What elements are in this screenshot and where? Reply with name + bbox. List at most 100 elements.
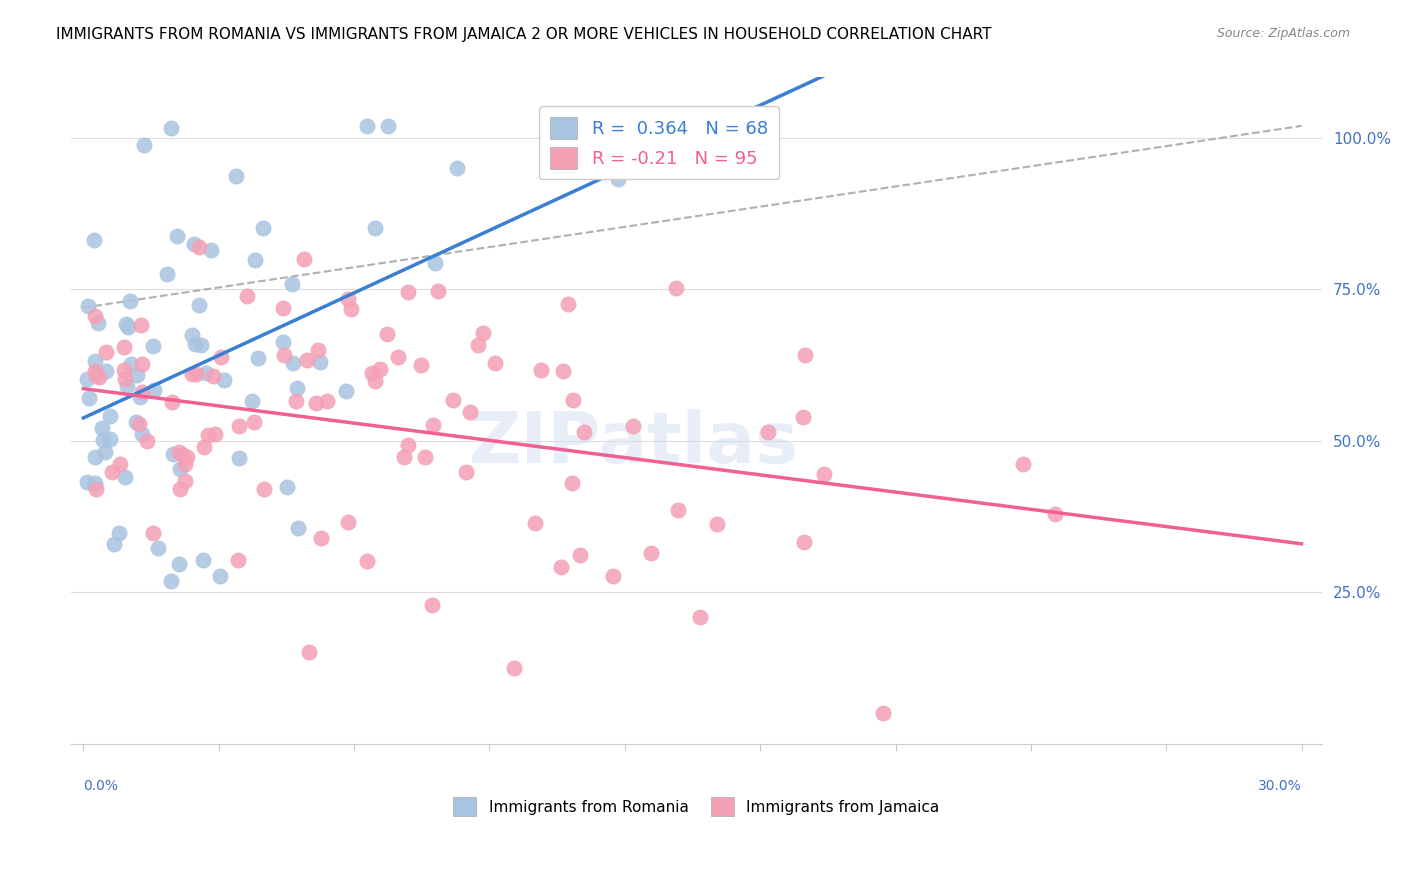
Point [93, 433, 115, 447]
Point [285, 394, 308, 409]
Point [174, 457, 197, 471]
Point [101, 466, 124, 480]
Point [281, 356, 304, 370]
Point [872, 706, 894, 721]
Point [112, 363, 135, 377]
Point [524, 516, 547, 531]
Point [143, 383, 166, 397]
Point [146, 541, 169, 555]
Point [98, 432, 121, 446]
Point [276, 480, 298, 494]
Point [77, 300, 100, 314]
Point [364, 220, 387, 235]
Legend: Immigrants from Romania, Immigrants from Jamaica: Immigrants from Romania, Immigrants from… [447, 791, 946, 822]
Point [84, 309, 107, 323]
Point [550, 560, 572, 574]
Point [125, 415, 148, 429]
Point [183, 237, 205, 252]
Point [568, 549, 591, 563]
Point [94, 345, 117, 359]
Point [228, 419, 250, 434]
Point [297, 352, 319, 367]
Point [129, 318, 152, 333]
Point [396, 438, 419, 452]
Point [640, 546, 662, 560]
Point [190, 338, 212, 352]
Point [128, 417, 150, 431]
Point [392, 450, 415, 464]
Point [142, 525, 165, 540]
Point [607, 171, 630, 186]
Point [100, 409, 122, 424]
Point [174, 474, 197, 488]
Point [271, 301, 294, 315]
Point [131, 357, 153, 371]
Point [76, 372, 98, 386]
Point [77, 391, 100, 405]
Point [107, 525, 129, 540]
Point [166, 228, 188, 243]
Point [91, 420, 114, 434]
Point [396, 285, 419, 300]
Point [285, 382, 308, 396]
Point [84, 475, 107, 490]
Point [120, 357, 142, 371]
Point [162, 447, 184, 461]
Point [228, 451, 250, 466]
Point [94, 364, 117, 378]
Point [142, 338, 165, 352]
Text: ZIPatlas: ZIPatlas [470, 409, 799, 478]
Point [235, 289, 257, 303]
Point [136, 434, 159, 449]
Point [467, 338, 489, 352]
Point [281, 277, 304, 292]
Point [184, 337, 207, 351]
Point [503, 661, 526, 675]
Point [214, 373, 236, 387]
Point [423, 255, 446, 269]
Point [243, 253, 266, 268]
Point [246, 351, 269, 365]
Point [84, 368, 107, 383]
Point [84, 482, 107, 496]
Point [252, 482, 274, 496]
Point [115, 379, 138, 393]
Point [103, 537, 125, 551]
Point [200, 244, 222, 258]
Point [94, 444, 117, 458]
Point [129, 390, 152, 404]
Point [120, 293, 142, 308]
Point [793, 534, 815, 549]
Point [134, 137, 156, 152]
Point [89, 370, 111, 384]
Point [208, 569, 231, 583]
Point [411, 359, 433, 373]
Point [458, 405, 481, 419]
Point [76, 475, 98, 489]
Point [484, 356, 506, 370]
Point [446, 161, 468, 176]
Point [240, 394, 263, 409]
Point [1012, 458, 1035, 472]
Point [287, 521, 309, 535]
Point [307, 343, 329, 358]
Point [666, 503, 689, 517]
Point [706, 516, 728, 531]
Point [110, 457, 132, 471]
Point [114, 470, 136, 484]
Point [315, 394, 337, 409]
Point [298, 645, 321, 659]
Point [115, 317, 138, 331]
Text: 0.0%: 0.0% [83, 780, 118, 793]
Point [360, 367, 382, 381]
Point [169, 482, 191, 496]
Point [756, 425, 779, 439]
Point [194, 367, 217, 381]
Point [387, 350, 409, 364]
Point [1043, 507, 1066, 521]
Point [225, 169, 247, 184]
Point [364, 374, 387, 388]
Text: IMMIGRANTS FROM ROMANIA VS IMMIGRANTS FROM JAMAICA 2 OR MORE VEHICLES IN HOUSEHO: IMMIGRANTS FROM ROMANIA VS IMMIGRANTS FR… [56, 27, 991, 42]
Point [193, 440, 215, 454]
Point [84, 364, 107, 378]
